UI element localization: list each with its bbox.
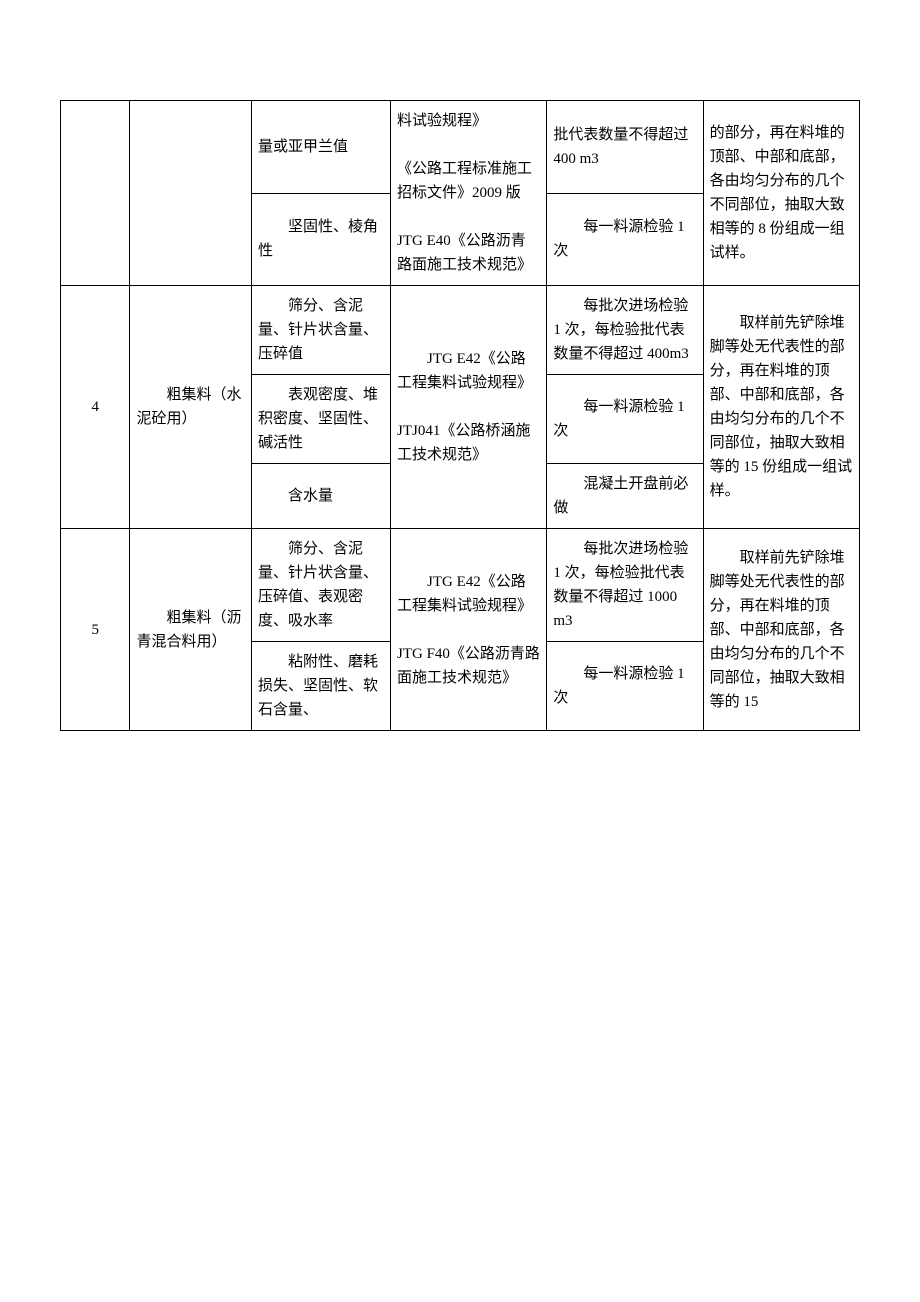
cell-method: 取样前先铲除堆脚等处无代表性的部分，再在料堆的顶部、中部和底部，各由均匀分布的几… (703, 529, 859, 731)
table-body: 量或亚甲兰值 料试验规程》 《公路工程标准施工招标文件》2009 版 JTG E… (61, 101, 860, 731)
cell-method: 的部分，再在料堆的顶部、中部和底部，各由均匀分布的几个不同部位，抽取大致相等的 … (703, 101, 859, 286)
cell-freq: 每一料源检验 1 次 (547, 642, 703, 731)
table-row: 5 粗集料（沥青混合料用） 筛分、含泥量、针片状含量、压碎值、表观密度、吸水率 … (61, 529, 860, 642)
cell-material (130, 101, 252, 286)
cell-freq: 每批次进场检验 1 次，每检验批代表数量不得超过 1000 m3 (547, 529, 703, 642)
table-row: 量或亚甲兰值 料试验规程》 《公路工程标准施工招标文件》2009 版 JTG E… (61, 101, 860, 194)
cell-param: 含水量 (252, 464, 391, 529)
cell-param: 表观密度、堆积密度、坚固性、碱活性 (252, 375, 391, 464)
cell-freq: 每批次进场检验 1 次，每检验批代表数量不得超过 400m3 (547, 286, 703, 375)
cell-param: 粘附性、磨耗损失、坚固性、软石含量、 (252, 642, 391, 731)
cell-standard: JTG E42《公路工程集料试验规程》 JTG F40《公路沥青路面施工技术规范… (390, 529, 546, 731)
cell-freq: 混凝土开盘前必做 (547, 464, 703, 529)
cell-freq: 批代表数量不得超过 400 m3 (547, 101, 703, 194)
cell-material: 粗集料（沥青混合料用） (130, 529, 252, 731)
cell-param: 坚固性、棱角性 (252, 193, 391, 286)
cell-param: 筛分、含泥量、针片状含量、压碎值、表观密度、吸水率 (252, 529, 391, 642)
cell-freq: 每一料源检验 1 次 (547, 193, 703, 286)
cell-num (61, 101, 130, 286)
cell-standard: JTG E42《公路工程集料试验规程》 JTJ041《公路桥涵施工技术规范》 (390, 286, 546, 529)
cell-num: 5 (61, 529, 130, 731)
cell-param: 筛分、含泥量、针片状含量、压碎值 (252, 286, 391, 375)
cell-num: 4 (61, 286, 130, 529)
cell-freq: 每一料源检验 1 次 (547, 375, 703, 464)
cell-material: 粗集料（水泥砼用） (130, 286, 252, 529)
cell-param: 量或亚甲兰值 (252, 101, 391, 194)
cell-method: 取样前先铲除堆脚等处无代表性的部分，再在料堆的顶部、中部和底部，各由均匀分布的几… (703, 286, 859, 529)
cell-standard: 料试验规程》 《公路工程标准施工招标文件》2009 版 JTG E40《公路沥青… (390, 101, 546, 286)
spec-table: 量或亚甲兰值 料试验规程》 《公路工程标准施工招标文件》2009 版 JTG E… (60, 100, 860, 731)
table-row: 4 粗集料（水泥砼用） 筛分、含泥量、针片状含量、压碎值 JTG E42《公路工… (61, 286, 860, 375)
